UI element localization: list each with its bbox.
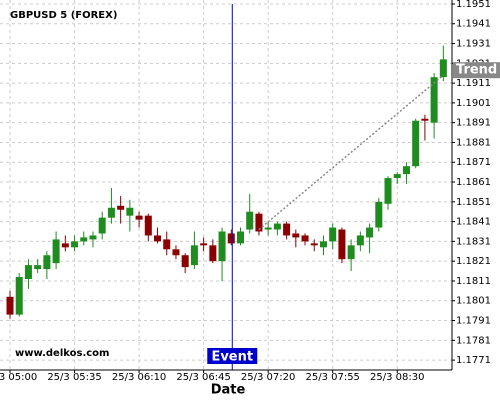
candle-body [273,223,281,230]
y-tick-label: 1.1881 [456,137,491,148]
candle-body [375,201,383,228]
y-tick-label: 1.1771 [456,355,491,366]
candle-body [190,245,198,266]
y-tick-label: 1.1861 [456,177,491,188]
y-tick-label: 1.1891 [456,118,491,129]
candle-body [209,245,217,262]
x-tick-label: 25/3 05:35 [47,372,101,383]
candle-body [181,255,189,268]
y-tick-label: 1.1911 [456,78,491,89]
event-label-bg [207,348,258,364]
y-tick-label: 1.1791 [456,316,491,327]
y-tick-label: 1.1811 [456,276,491,287]
watermark: www.delkos.com [15,348,109,359]
candle-body [172,249,180,256]
candle-body [347,245,355,260]
candle-body [52,239,60,264]
x-tick-label: 25/3 05:00 [0,372,37,383]
candle-body [6,296,14,315]
candle-body [107,207,115,218]
y-tick-label: 1.1821 [456,256,491,267]
x-tick-label: 25/3 07:20 [241,372,295,383]
y-tick-label: 1.1831 [456,236,491,247]
candle-body [117,205,125,210]
candle-body [80,237,88,242]
candle-body [237,231,244,244]
candle-body [301,235,309,242]
candle-body [255,213,263,232]
candle-body [283,223,291,236]
candle-body [421,118,429,121]
x-tick-label: 25/3 07:55 [305,372,359,383]
candle-body [338,229,346,260]
candle-body [154,235,162,242]
y-tick-label: 1.1801 [456,296,491,307]
candle-body [61,243,69,248]
candle-body [310,243,318,246]
candle-body [412,120,420,167]
candle-body [89,235,97,240]
x-axis-label: Date [211,383,246,398]
candle-body [246,211,254,230]
chart-title: GBPUSD 5 (FOREX) [10,10,117,21]
trend-label: Trend [456,63,497,78]
y-tick-label: 1.1931 [456,39,491,50]
candle-body [200,243,208,246]
candle-body [384,178,392,204]
candle-body [126,207,134,216]
candle-body [144,215,152,236]
candle-body [393,174,401,179]
y-tick-label: 1.1781 [456,335,491,346]
y-tick-label: 1.1871 [456,157,491,168]
trend-line [258,74,444,231]
y-tick-label: 1.1941 [456,19,491,30]
candle-body [439,59,447,78]
candle-body [71,241,79,248]
candle-body [15,277,23,315]
candle-body [135,215,143,220]
candle-body [264,227,272,230]
candle-body [319,241,327,248]
event-label: Event [211,350,253,365]
candle-body [163,239,171,250]
grid [0,0,452,370]
candle-body [24,265,32,279]
candle-body [34,265,42,270]
candle-body [292,233,300,238]
candle-body [402,166,410,175]
candle-body [43,255,51,270]
candle-body [366,227,374,238]
candle-body [329,227,337,242]
candle-body [356,235,364,246]
x-tick-label: 25/3 08:30 [370,372,424,383]
candle-body [98,217,106,234]
trend-label-bg [453,62,500,79]
y-tick-label: 1.1841 [456,217,491,228]
y-tick-label: 1.1851 [456,197,491,208]
x-tick-label: 25/3 06:45 [176,372,230,383]
y-tick-label: 1.1901 [456,98,491,109]
candle-body [227,233,235,244]
y-tick-label: 1.1951 [456,0,491,10]
candle-body [430,77,438,123]
candle-body [218,231,226,262]
x-tick-label: 25/3 06:10 [112,372,166,383]
